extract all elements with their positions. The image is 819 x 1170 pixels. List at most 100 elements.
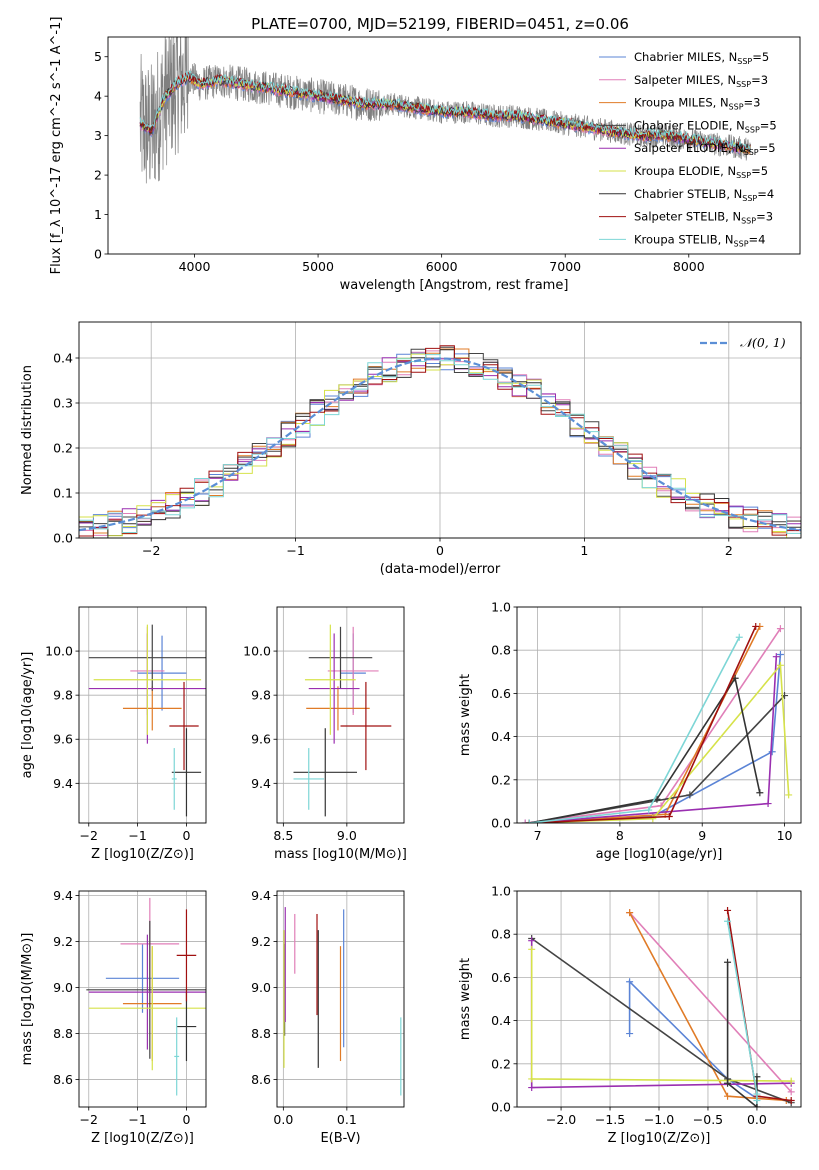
mass-weight-marker xyxy=(528,1075,536,1083)
x-tick-label: 8 xyxy=(616,828,624,843)
mass-weight-marker xyxy=(528,937,536,945)
plot-area xyxy=(79,345,801,538)
y-tick-label: 0.6 xyxy=(491,686,511,701)
plot-area xyxy=(88,624,206,817)
y-axis-label: mass [log10(M/M⊙)] xyxy=(20,933,35,1066)
mass-weight-marker xyxy=(776,651,784,659)
plot-area xyxy=(139,37,751,184)
y-tick-label: 0.2 xyxy=(53,441,73,456)
x-tick-label: −0.5 xyxy=(693,1112,723,1127)
y-tick-label: 0.4 xyxy=(491,729,511,744)
x-tick-label: 10 xyxy=(777,828,793,843)
y-tick-label: 8.6 xyxy=(53,1072,73,1087)
x-tick-label: 0.0 xyxy=(273,1112,293,1127)
mass-weight-marker xyxy=(724,917,732,925)
x-tick-label: −1 xyxy=(286,543,304,558)
axes-border xyxy=(107,36,801,255)
spectrum-panel: 4000 5000 6000 7000 8000 0 1 2 3 4 5 wavelength [An… xyxy=(49,17,801,293)
y-tick-label: 0.0 xyxy=(491,816,511,831)
y-tick-label: 0.1 xyxy=(53,486,73,501)
mass-weight-marker xyxy=(753,1090,761,1098)
plot-area xyxy=(521,622,793,823)
y-tick-label: 0.8 xyxy=(491,927,511,942)
y-tick-label: 9.6 xyxy=(251,732,271,747)
y-tick-label: 9.2 xyxy=(53,934,73,949)
mass-weight-marker xyxy=(787,1077,795,1085)
weight-vs-metallicity-panel: −2.0 −1.5 −1.0 −0.5 0.0 0.0 0.2 0.4 0.6 0.8 1.0 Z [… xyxy=(458,884,802,1146)
y-tick-label: 10.0 xyxy=(45,644,73,659)
x-tick-label: 7 xyxy=(534,828,542,843)
mass-weight-marker xyxy=(753,1103,761,1107)
legend-label: Salpeter STELIB, NSSP=3 xyxy=(634,210,773,226)
x-tick-label: −2 xyxy=(80,828,98,843)
y-tick-label: 9.4 xyxy=(53,776,73,791)
mass-weight-line xyxy=(628,979,758,1100)
axes-frame: 4000 5000 6000 7000 8000 0 1 2 3 4 5 wavelength [An… xyxy=(49,17,801,293)
y-tick-label: 4 xyxy=(94,89,102,104)
spectrum-legend: Chabrier MILES, NSSP=5 Salpeter MILES, NS… xyxy=(599,50,777,248)
axes-border xyxy=(78,606,207,824)
y-axis-label: Normed distribution xyxy=(20,365,35,495)
y-tick-label: 8.8 xyxy=(251,1026,271,1041)
mass-weight-marker xyxy=(649,815,657,823)
y-tick-label: 0.3 xyxy=(53,396,73,411)
mass-weight-marker xyxy=(724,906,732,914)
model-spectrum-line xyxy=(139,72,751,153)
y-tick-label: 0.4 xyxy=(491,1013,511,1028)
legend-label: Chabrier STELIB, NSSP=4 xyxy=(634,187,774,203)
age-vs-mass-panel: 8.5 9.0 9.4 9.6 9.8 10.0 mass [log10(M/M⊙)] xyxy=(243,606,407,862)
age-vs-metallicity-panel: −2 −1 0 9.4 9.6 9.8 10.0 Z [log10(Z/Z⊙)] age [lo… xyxy=(20,606,207,862)
x-axis-label: age [log10(age/yr)] xyxy=(596,847,723,862)
y-tick-label: 3 xyxy=(94,128,102,143)
axes-border xyxy=(78,321,802,539)
mass-weight-marker xyxy=(528,945,536,953)
y-tick-label: 9.0 xyxy=(53,980,73,995)
x-tick-label: 0.1 xyxy=(337,1112,357,1127)
axes-border xyxy=(276,606,405,824)
x-axis-label: E(B-V) xyxy=(320,1131,360,1146)
y-axis-label: mass weight xyxy=(458,958,473,1040)
x-tick-label: −1 xyxy=(128,828,146,843)
x-tick-label: −2 xyxy=(80,1112,98,1127)
x-tick-label: 9.0 xyxy=(337,828,357,843)
mass-weight-marker xyxy=(752,622,760,630)
mass-vs-metallicity-panel: −2 −1 0 8.6 8.8 9.0 9.2 9.4 Z [log10(Z/Z⊙)] mass … xyxy=(20,888,207,1146)
x-tick-label: 7000 xyxy=(549,259,581,274)
mass-weight-marker xyxy=(724,1079,732,1087)
x-tick-label: 8000 xyxy=(673,259,705,274)
plot-area xyxy=(293,624,392,817)
axes-frame: −2 −1 0 1 2 0.0 0.1 0.2 0.3 0.4 (data-model)/error… xyxy=(20,321,802,577)
y-tick-label: 9.6 xyxy=(53,732,73,747)
mass-weight-line xyxy=(629,912,792,1093)
mass-weight-marker xyxy=(521,819,529,823)
x-tick-label: 0 xyxy=(182,828,190,843)
y-tick-label: 2 xyxy=(94,168,102,183)
y-tick-label: 0.2 xyxy=(491,772,511,787)
y-tick-label: 10.0 xyxy=(243,644,271,659)
mass-weight-marker xyxy=(525,819,533,823)
y-tick-label: 5 xyxy=(94,49,102,64)
mass-weight-marker xyxy=(528,1084,536,1092)
legend-label: 𝒩(0, 1) xyxy=(740,335,786,350)
mass-weight-marker xyxy=(776,625,784,633)
mass-weight-marker xyxy=(787,1097,795,1105)
x-axis-label: Z [log10(Z/Z⊙)] xyxy=(91,847,194,862)
x-tick-label: 6000 xyxy=(426,259,458,274)
legend-label: Salpeter MILES, NSSP=3 xyxy=(634,73,768,89)
mass-weight-marker xyxy=(724,958,732,966)
mass-weight-marker xyxy=(665,813,673,821)
y-tick-label: 9.0 xyxy=(251,980,271,995)
y-axis-label: Flux [f_λ 10^-17 erg cm^-2 s^-1 A^-1] xyxy=(49,17,64,275)
y-tick-label: 1 xyxy=(94,207,102,222)
y-tick-label: 0.6 xyxy=(491,970,511,985)
legend-label: Chabrier MILES, NSSP=5 xyxy=(634,50,769,66)
y-tick-label: 9.4 xyxy=(53,888,73,903)
axes-frame: −2 −1 0 8.6 8.8 9.0 9.2 9.4 Z [log10(Z/Z⊙)] mass … xyxy=(20,888,207,1146)
x-axis-label: mass [log10(M/M⊙)] xyxy=(274,847,407,862)
mass-weight-marker xyxy=(787,1088,795,1096)
residual-legend: 𝒩(0, 1) xyxy=(700,335,786,350)
x-axis-label: Z [log10(Z/Z⊙)] xyxy=(608,1131,711,1146)
legend-label: Kroupa ELODIE, NSSP=5 xyxy=(634,164,768,180)
axes-border xyxy=(516,606,802,824)
mass-vs-ebv-panel: 0.0 0.1 8.6 8.8 9.0 9.2 9.4 E(B-V) xyxy=(251,888,405,1146)
